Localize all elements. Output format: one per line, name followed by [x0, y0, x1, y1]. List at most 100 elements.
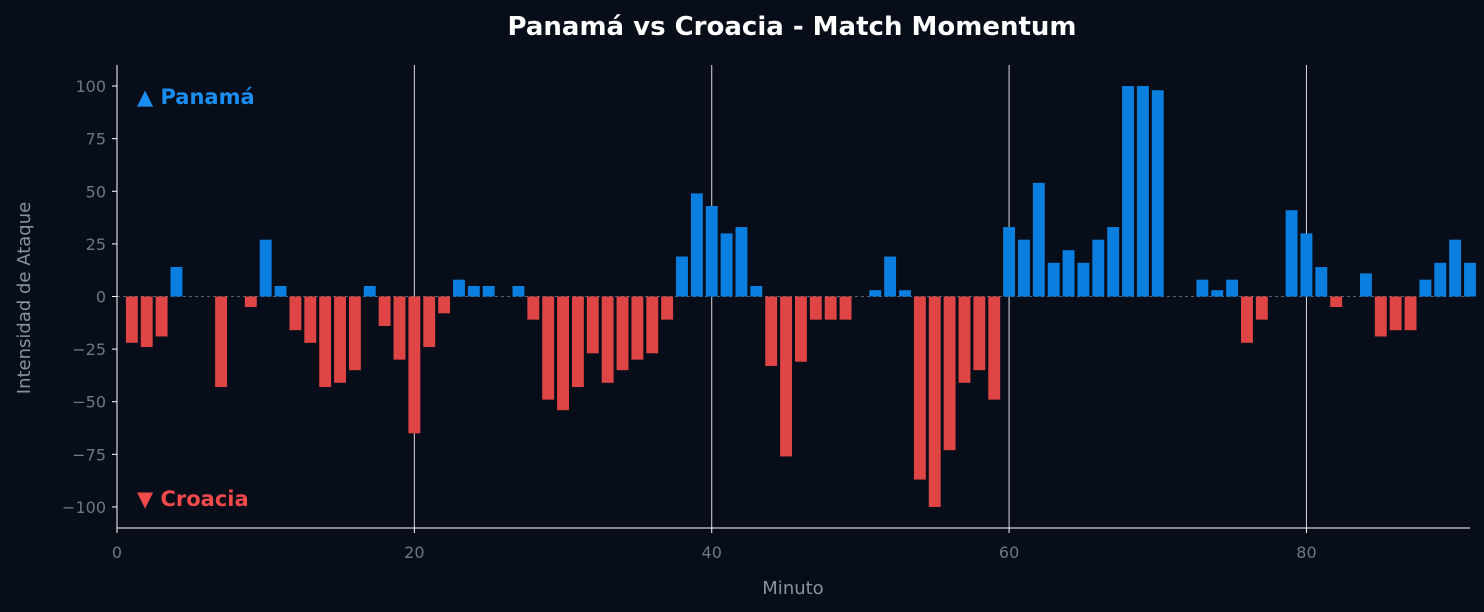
bar-minute-66	[1092, 239, 1105, 297]
bar-minute-39	[690, 193, 703, 297]
bar-minute-10	[259, 239, 272, 297]
bar-minute-48	[824, 296, 837, 320]
bar-minute-32	[586, 296, 599, 354]
bar-minute-77	[1255, 296, 1268, 320]
bar-minute-3	[155, 296, 168, 337]
y-axis-ticks: 100 75 50 25 0 −25 −50 −75 −100	[62, 77, 117, 517]
bar-minute-57	[958, 296, 971, 383]
bar-minute-51	[869, 290, 882, 297]
bar-minute-73	[1196, 279, 1209, 297]
bar-minute-37	[661, 296, 674, 320]
bar-minute-67	[1107, 227, 1120, 297]
bar-minute-13	[304, 296, 317, 343]
bar-minute-86	[1389, 296, 1402, 331]
bar-minute-12	[289, 296, 302, 331]
bar-minute-58	[973, 296, 986, 371]
bar-minute-75	[1226, 279, 1239, 297]
bar-minute-69	[1136, 86, 1149, 297]
x-tick-label: 60	[999, 543, 1019, 562]
y-tick-label: 50	[86, 182, 106, 201]
bar-minute-52	[884, 256, 897, 297]
bar-minute-89	[1434, 262, 1447, 297]
bar-minute-17	[363, 285, 376, 297]
bar-minute-90	[1449, 239, 1462, 297]
bar-minute-45	[780, 296, 793, 457]
bar-minute-85	[1374, 296, 1387, 337]
bar-minute-62	[1032, 182, 1045, 297]
bar-minute-56	[943, 296, 956, 451]
bar-minute-88	[1419, 279, 1432, 297]
bar-minute-46	[794, 296, 807, 362]
y-tick-label: 0	[96, 288, 106, 307]
bar-minute-30	[557, 296, 569, 411]
bar-minute-80	[1300, 233, 1313, 297]
bar-minute-61	[1018, 239, 1030, 297]
bar-minute-87	[1404, 296, 1417, 331]
x-tick-label: 80	[1296, 543, 1316, 562]
bar-minute-24	[467, 285, 480, 297]
bar-minute-55	[928, 296, 941, 507]
bar-minute-36	[646, 296, 659, 354]
bar-minute-47	[809, 296, 822, 320]
bar-minute-9	[244, 296, 257, 308]
y-tick-label: 25	[86, 235, 106, 254]
bar-minute-35	[631, 296, 644, 360]
y-tick-label: −25	[72, 340, 106, 359]
bar-minute-15	[334, 296, 346, 383]
bar-minute-91	[1464, 262, 1476, 297]
x-tick-label: 20	[404, 543, 424, 562]
x-tick-label: 40	[702, 543, 722, 562]
bar-minute-84	[1359, 273, 1372, 297]
bar-minute-68	[1122, 86, 1134, 297]
bar-minute-33	[601, 296, 614, 383]
bar-minute-70	[1151, 90, 1164, 297]
bar-minute-2	[140, 296, 153, 348]
bar-minute-25	[482, 285, 495, 297]
bar-minute-38	[676, 256, 688, 297]
bar-minute-49	[839, 296, 852, 320]
bar-minute-41	[720, 233, 733, 297]
chart-title: Panamá vs Croacia - Match Momentum	[507, 12, 1076, 42]
bar-minute-4	[170, 267, 183, 297]
bar-minute-14	[319, 296, 332, 387]
bar-minute-44	[765, 296, 778, 366]
y-tick-label: −50	[72, 393, 106, 412]
x-axis-label: Minuto	[762, 578, 823, 599]
y-tick-label: 75	[86, 130, 106, 149]
bar-minute-76	[1241, 296, 1253, 343]
bar-minute-18	[378, 296, 391, 326]
bar-minute-74	[1211, 290, 1224, 297]
bar-minute-64	[1062, 250, 1075, 297]
legend-croacia: ▼ Croacia	[137, 487, 249, 511]
bar-minute-7	[215, 296, 228, 387]
bar-minute-42	[735, 227, 748, 297]
bar-minute-82	[1330, 296, 1343, 308]
bars-group	[125, 86, 1476, 507]
y-tick-label: −75	[72, 445, 106, 464]
bar-minute-21	[423, 296, 436, 348]
bar-minute-23	[453, 279, 465, 297]
bar-minute-19	[393, 296, 406, 360]
bar-minute-63	[1047, 262, 1060, 297]
y-tick-label: 100	[75, 77, 106, 96]
y-axis-label: Intensidad de Ataque	[14, 202, 35, 394]
x-axis-ticks: 0 20 40 60 80	[112, 528, 1317, 562]
bar-minute-65	[1077, 262, 1090, 297]
y-tick-label: −100	[62, 498, 106, 517]
legend-panama: ▲ Panamá	[137, 85, 255, 109]
bar-minute-22	[438, 296, 451, 314]
bar-minute-31	[571, 296, 584, 387]
bar-minute-20	[408, 296, 421, 434]
bar-minute-54	[913, 296, 926, 480]
bar-minute-53	[899, 290, 911, 297]
bar-minute-27	[512, 285, 525, 297]
bar-minute-11	[274, 285, 287, 297]
bar-minute-79	[1285, 210, 1298, 297]
bar-minute-34	[616, 296, 629, 371]
bar-minute-16	[348, 296, 361, 371]
bar-minute-59	[988, 296, 1001, 400]
bar-minute-81	[1315, 267, 1328, 297]
x-tick-label: 0	[112, 543, 122, 562]
bar-minute-40	[705, 206, 718, 297]
